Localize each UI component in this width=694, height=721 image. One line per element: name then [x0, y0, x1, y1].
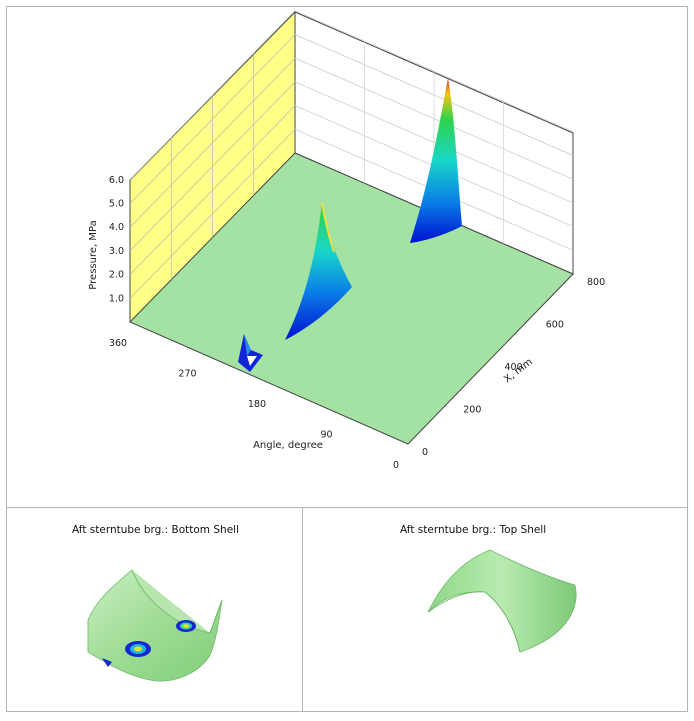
bottom-shell-surface — [87, 569, 223, 682]
pressure-tick-label: 5.0 — [109, 199, 124, 210]
pressure-axis-ticks: 1.0 2.0 3.0 4.0 5.0 6.0 — [109, 175, 124, 304]
angle-tick-label: 180 — [248, 399, 266, 410]
top-shell-surface — [427, 549, 577, 653]
left-wall-gridline — [129, 10, 296, 181]
x-axis-ticks: 0 200 400 600 800 — [422, 277, 605, 458]
pressure-tick-label: 3.0 — [109, 246, 124, 257]
x-tick-label: 600 — [546, 320, 564, 331]
back-wall-gridline — [294, 10, 574, 133]
pressure-peak-mid — [285, 202, 352, 340]
pressure-surface-chart: 1.0 2.0 3.0 4.0 5.0 6.0 0 90 180 270 360 0 200 400 6… — [88, 10, 605, 471]
pressure-tick-label: 4.0 — [109, 222, 124, 233]
x-tick-label: 0 — [422, 447, 428, 458]
panel-divider-horizontal — [6, 507, 688, 508]
panel-divider-vertical — [302, 507, 303, 712]
pressure-peak-tall — [410, 78, 462, 243]
pressure-tick-label: 6.0 — [109, 175, 124, 186]
x-tick-label: 800 — [587, 277, 605, 288]
pressure-peak-small — [238, 334, 263, 372]
top-shell-title: Aft sterntube brg.: Top Shell — [400, 524, 547, 536]
angle-tick-label: 90 — [320, 430, 332, 441]
pressure-tick-label: 2.0 — [109, 270, 124, 281]
x-tick-label: 400 — [505, 362, 523, 373]
pressure-axis-label: Pressure, MPa — [88, 220, 99, 289]
bottom-shell-hotspot-3 — [102, 658, 112, 667]
angle-axis-ticks: 0 90 180 270 360 — [109, 338, 399, 471]
angle-tick-label: 270 — [178, 369, 196, 380]
pressure-tick-label: 1.0 — [109, 293, 124, 304]
x-tick-label: 200 — [463, 405, 481, 416]
angle-tick-label: 360 — [109, 338, 127, 349]
angle-axis-label: Angle, degree — [253, 440, 323, 451]
angle-tick-label: 0 — [393, 460, 399, 471]
bottom-shell-title: Aft sterntube brg.: Bottom Shell — [72, 524, 239, 536]
floor-plane — [129, 152, 574, 445]
